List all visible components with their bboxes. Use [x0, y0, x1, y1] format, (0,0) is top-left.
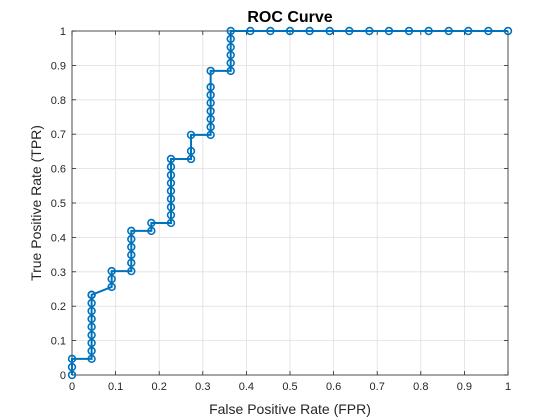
- roc-point-marker: [206, 90, 215, 100]
- roc-point-marker: [127, 258, 136, 268]
- y-tick-label: 0.9: [51, 60, 66, 72]
- y-tick-label: 0.4: [51, 232, 66, 244]
- roc-point-marker: [147, 218, 156, 228]
- axis-ticks: 0 0.1 0.2 0.3 0.4 0.5 0.6 0.7 0.8 0.9 1 0 0.1 0.2 0.3 0…: [51, 26, 511, 393]
- roc-point-marker: [226, 34, 235, 44]
- roc-point-marker: [404, 26, 414, 36]
- y-tick-label: 0.3: [51, 267, 66, 279]
- x-tick-label: 0.2: [152, 381, 167, 393]
- roc-point-marker: [87, 330, 96, 340]
- roc-point-marker: [127, 234, 136, 244]
- roc-point-marker: [285, 26, 295, 36]
- x-tick-label: 0.9: [457, 381, 472, 393]
- roc-point-marker: [67, 354, 77, 364]
- x-tick-label: 0: [69, 381, 75, 393]
- roc-point-marker: [166, 194, 176, 204]
- roc-point-marker: [325, 26, 334, 36]
- y-tick-label: 0.8: [51, 95, 66, 107]
- roc-point-marker: [87, 346, 96, 356]
- x-tick-label: 0.3: [195, 381, 210, 393]
- roc-point-marker: [67, 362, 77, 372]
- x-tick-label: 0.7: [370, 381, 385, 393]
- roc-point-marker: [305, 26, 314, 36]
- roc-point-marker: [166, 202, 176, 212]
- roc-point-marker: [166, 170, 176, 180]
- roc-point-marker: [246, 26, 255, 36]
- x-tick-label: 0.1: [108, 381, 123, 393]
- roc-point-marker: [166, 210, 176, 220]
- roc-point-marker: [166, 162, 176, 172]
- y-tick-label: 0.5: [51, 198, 66, 210]
- roc-point-marker: [206, 114, 215, 124]
- roc-point-marker: [87, 322, 96, 332]
- x-tick-label: 1: [505, 381, 511, 393]
- y-tick-label: 0.7: [51, 129, 66, 141]
- roc-point-marker: [87, 354, 96, 364]
- roc-point-marker: [464, 26, 473, 36]
- roc-point-marker: [166, 186, 176, 196]
- roc-point-marker: [87, 298, 96, 308]
- y-tick-label: 0.6: [51, 164, 66, 176]
- roc-point-marker: [226, 50, 235, 60]
- roc-point-marker: [87, 314, 96, 324]
- roc-point-marker: [206, 106, 215, 116]
- series-roc: [67, 26, 513, 380]
- roc-point-marker: [424, 26, 433, 36]
- roc-point-marker: [226, 66, 235, 76]
- roc-point-marker: [206, 130, 215, 140]
- roc-point-marker: [127, 226, 136, 236]
- roc-point-marker: [67, 370, 77, 380]
- y-tick-label: 0: [60, 370, 66, 382]
- x-tick-label: 0.5: [282, 381, 297, 393]
- roc-point-marker: [127, 266, 136, 276]
- roc-point-marker: [87, 290, 96, 300]
- x-tick-label: 0.8: [413, 381, 428, 393]
- roc-point-marker: [266, 26, 275, 36]
- roc-point-marker: [206, 82, 215, 92]
- roc-point-marker: [484, 26, 493, 36]
- roc-point-marker: [206, 98, 215, 108]
- x-axis-label: False Positive Rate (FPR): [209, 401, 371, 417]
- roc-point-marker: [127, 242, 136, 252]
- roc-point-marker: [503, 26, 513, 36]
- y-tick-label: 0.2: [51, 301, 66, 313]
- x-tick-label: 0.4: [239, 381, 254, 393]
- roc-point-marker: [186, 130, 196, 140]
- roc-point-marker: [107, 282, 116, 292]
- x-tick-label: 0.6: [326, 381, 341, 393]
- roc-point-marker: [206, 66, 215, 76]
- roc-point-marker: [226, 58, 235, 68]
- roc-point-marker: [166, 154, 176, 164]
- roc-point-marker: [345, 26, 354, 36]
- roc-point-marker: [107, 274, 116, 284]
- roc-point-marker: [87, 338, 96, 348]
- chart-title: ROC Curve: [247, 9, 332, 26]
- roc-point-marker: [186, 146, 196, 156]
- roc-point-marker: [87, 306, 96, 316]
- roc-point-marker: [444, 26, 453, 36]
- roc-point-marker: [226, 42, 235, 52]
- roc-point-marker: [147, 226, 156, 236]
- y-tick-label: 0.1: [51, 336, 66, 348]
- roc-point-marker: [107, 266, 116, 276]
- roc-point-marker: [365, 26, 374, 36]
- roc-point-marker: [186, 154, 196, 164]
- roc-point-marker: [206, 122, 215, 132]
- roc-point-marker: [166, 178, 176, 188]
- roc-point-marker: [226, 26, 235, 36]
- roc-point-marker: [384, 26, 394, 36]
- roc-point-marker: [127, 250, 136, 260]
- y-tick-label: 1: [60, 26, 66, 38]
- roc-point-marker: [166, 218, 176, 228]
- y-axis-label: True Positive Rate (TPR): [28, 125, 44, 281]
